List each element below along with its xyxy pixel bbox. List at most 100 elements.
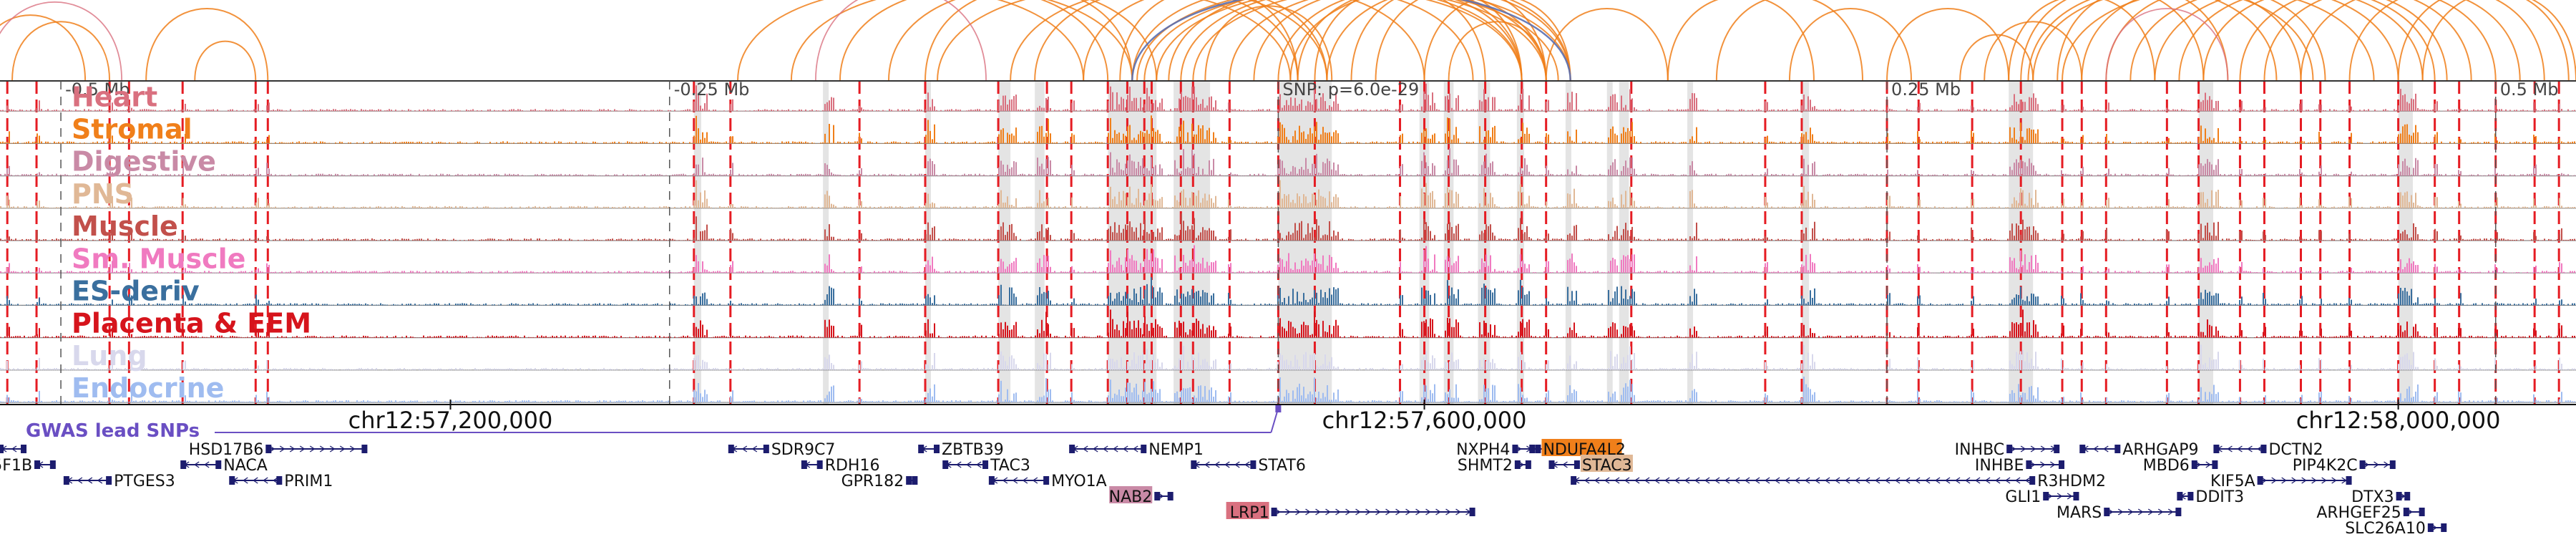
gene-label[interactable]: GLI1	[2005, 488, 2041, 506]
strand-arrow	[309, 445, 316, 453]
loop-arc	[1010, 0, 1328, 82]
gene-label[interactable]: NACA	[223, 457, 268, 475]
gene-label[interactable]: STAC3	[1582, 457, 1632, 475]
strand-arrow	[1644, 477, 1650, 484]
loop-arc	[2105, 0, 2326, 82]
gene-label[interactable]: SHMT2	[1458, 457, 1513, 475]
gene-label[interactable]: ATP5F1B	[0, 457, 32, 475]
gene-exon	[1535, 445, 1541, 453]
gene-label[interactable]: PRIM1	[284, 473, 333, 490]
gene-label[interactable]: NAB2	[1109, 488, 1153, 506]
gene-label[interactable]: MYO1A	[1051, 473, 1107, 490]
gene-label[interactable]: DTX3	[2351, 488, 2394, 506]
highlight-region	[1565, 81, 1571, 405]
gene-exon	[2403, 508, 2409, 516]
strand-arrow	[1102, 445, 1108, 453]
gene-label[interactable]: INHBC	[1955, 441, 2005, 459]
strand-arrow	[2107, 508, 2114, 516]
strand-arrow	[2093, 445, 2099, 453]
gene-label[interactable]: LRP1	[1230, 504, 1269, 522]
gene-label[interactable]: NXPH4	[1456, 441, 1510, 459]
gene-label[interactable]: PTGES3	[114, 473, 175, 490]
gene-label[interactable]: TAC3	[990, 457, 1030, 475]
strand-arrow	[263, 477, 268, 484]
strand-arrow	[1022, 477, 1028, 484]
gene-label[interactable]: ARHGEF25	[2316, 504, 2401, 522]
gene-label[interactable]: STAT6	[1258, 457, 1305, 475]
strand-arrow	[1234, 461, 1240, 468]
gene-label[interactable]: MARS	[2057, 504, 2102, 522]
gene-exon	[49, 460, 56, 469]
strand-arrow	[87, 477, 93, 484]
loop-arc	[1277, 0, 1547, 82]
gene-label[interactable]: RDH16	[825, 457, 880, 475]
loop-arc	[790, 0, 1133, 82]
gene-label[interactable]: HSD17B6	[189, 441, 264, 459]
highlight-region	[823, 81, 829, 405]
strand-arrow	[1244, 461, 1250, 468]
strand-arrow	[741, 445, 748, 453]
gene-label[interactable]: SDR9C7	[771, 441, 836, 459]
gene-label[interactable]: PIP4K2C	[2293, 457, 2358, 475]
gene-label[interactable]: R3HDM2	[2037, 473, 2106, 490]
strand-arrow	[1002, 477, 1008, 484]
loop-arc	[2421, 0, 2576, 82]
strand-arrow	[1584, 477, 1590, 484]
gene-exon	[2026, 460, 2032, 469]
strand-arrow	[2040, 461, 2046, 468]
gene-label[interactable]: GPR182	[841, 473, 904, 490]
strand-arrow	[1032, 477, 1038, 484]
gene-highlight	[1580, 455, 1633, 472]
gene-exon	[728, 445, 734, 453]
strand-arrow	[1214, 461, 1220, 468]
gene-exon	[982, 460, 989, 469]
gene-exon	[276, 476, 283, 485]
strand-arrow	[1395, 508, 1401, 516]
strand-arrow	[1604, 477, 1610, 484]
highlight-region	[2398, 81, 2414, 405]
strand-arrow	[1954, 477, 1961, 484]
loop-arc	[2239, 0, 2472, 82]
gene-label[interactable]: INHBE	[1975, 457, 2024, 475]
strand-arrow	[2301, 477, 2307, 484]
strand-arrow	[2020, 445, 2026, 453]
track-signal	[0, 309, 2576, 338]
strand-arrow	[1934, 477, 1941, 484]
track-signal	[0, 344, 2576, 370]
gene-exon	[2389, 460, 2396, 469]
gene-exon	[934, 445, 940, 453]
gene-highlight	[1541, 439, 1622, 456]
loop-arc	[1886, 8, 2010, 82]
coordinate-axis: chr12:57,200,000 chr12:57,600,000 chr12:58…	[0, 400, 2576, 434]
strand-arrow	[2014, 477, 2021, 484]
gene-exon	[63, 476, 69, 485]
gene-exon	[1512, 445, 1518, 453]
strand-arrow	[97, 477, 103, 484]
coord-label: chr12:57,200,000	[348, 407, 553, 434]
loop-arc	[1667, 0, 1815, 82]
gene-label[interactable]: KIF5A	[2210, 473, 2255, 490]
gene-label[interactable]: DDIT3	[2195, 488, 2244, 506]
loop-arc	[1788, 8, 1913, 82]
gene-label[interactable]: MBD6	[2143, 457, 2190, 475]
gene-exon	[1271, 508, 1277, 516]
strand-arrow	[1285, 508, 1291, 516]
strand-arrow	[1082, 445, 1088, 453]
gene-exon	[361, 445, 368, 453]
gene-exon	[763, 445, 769, 453]
strand-arrow	[1924, 477, 1931, 484]
highlight-region	[2198, 81, 2214, 405]
gene-label[interactable]: ZBTB39	[942, 441, 1004, 459]
loop-arc	[1143, 0, 1547, 82]
signal-tracks	[0, 83, 2576, 403]
strand-arrow	[1874, 477, 1880, 484]
gene-exon	[2404, 492, 2411, 500]
gene-exon	[942, 460, 949, 469]
gene-label[interactable]: ARHGAP9	[2122, 441, 2198, 459]
gene-label[interactable]: NEMP1	[1148, 441, 1204, 459]
gene-label[interactable]: SLC26A10	[2345, 520, 2426, 537]
loop-arc	[2397, 0, 2570, 82]
gene-label[interactable]: DCTN2	[2268, 441, 2323, 459]
strand-arrow	[751, 445, 758, 453]
